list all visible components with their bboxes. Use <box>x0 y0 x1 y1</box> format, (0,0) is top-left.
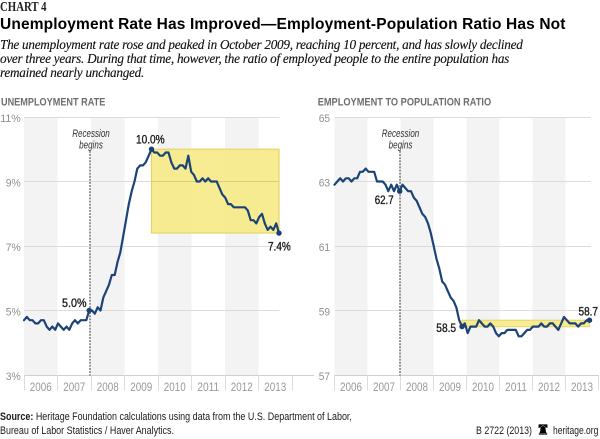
svg-text:2007: 2007 <box>63 380 85 394</box>
svg-text:7.4%: 7.4% <box>268 240 291 254</box>
svg-text:58.5: 58.5 <box>436 321 456 335</box>
svg-text:2013: 2013 <box>571 380 593 394</box>
svg-text:2013: 2013 <box>264 380 286 394</box>
svg-text:2011: 2011 <box>197 380 219 394</box>
svg-text:2009: 2009 <box>130 380 152 394</box>
svg-text:5.0%: 5.0% <box>62 296 87 310</box>
svg-text:begins: begins <box>79 139 103 151</box>
svg-text:58.7: 58.7 <box>579 305 599 319</box>
svg-text:11%: 11% <box>0 113 21 125</box>
svg-text:3%: 3% <box>6 371 21 383</box>
svg-text:2006: 2006 <box>340 380 362 394</box>
svg-text:2008: 2008 <box>97 380 119 394</box>
svg-text:7%: 7% <box>6 242 21 254</box>
svg-text:2010: 2010 <box>164 380 186 394</box>
svg-text:65: 65 <box>319 113 330 125</box>
svg-text:9%: 9% <box>6 177 21 189</box>
svg-text:2007: 2007 <box>373 380 395 394</box>
svg-text:2011: 2011 <box>505 380 527 394</box>
svg-text:62.7: 62.7 <box>375 193 394 207</box>
svg-text:10.0%: 10.0% <box>136 132 165 146</box>
svg-text:59: 59 <box>319 306 330 318</box>
svg-text:UNEMPLOYMENT RATE: UNEMPLOYMENT RATE <box>1 97 106 109</box>
svg-text:begins: begins <box>389 139 413 151</box>
svg-text:2010: 2010 <box>472 380 494 394</box>
svg-text:63: 63 <box>319 177 330 189</box>
svg-text:61: 61 <box>319 242 330 254</box>
svg-text:Recession: Recession <box>72 128 110 140</box>
svg-text:2012: 2012 <box>231 380 253 394</box>
svg-text:57: 57 <box>319 371 330 383</box>
svg-text:5%: 5% <box>6 306 21 318</box>
svg-text:2009: 2009 <box>439 380 461 394</box>
svg-text:2006: 2006 <box>30 380 52 394</box>
svg-text:2008: 2008 <box>406 380 428 394</box>
svg-text:2012: 2012 <box>538 380 560 394</box>
svg-text:EMPLOYMENT TO POPULATION RATIO: EMPLOYMENT TO POPULATION RATIO <box>318 97 492 109</box>
svg-text:Recession: Recession <box>382 128 420 140</box>
